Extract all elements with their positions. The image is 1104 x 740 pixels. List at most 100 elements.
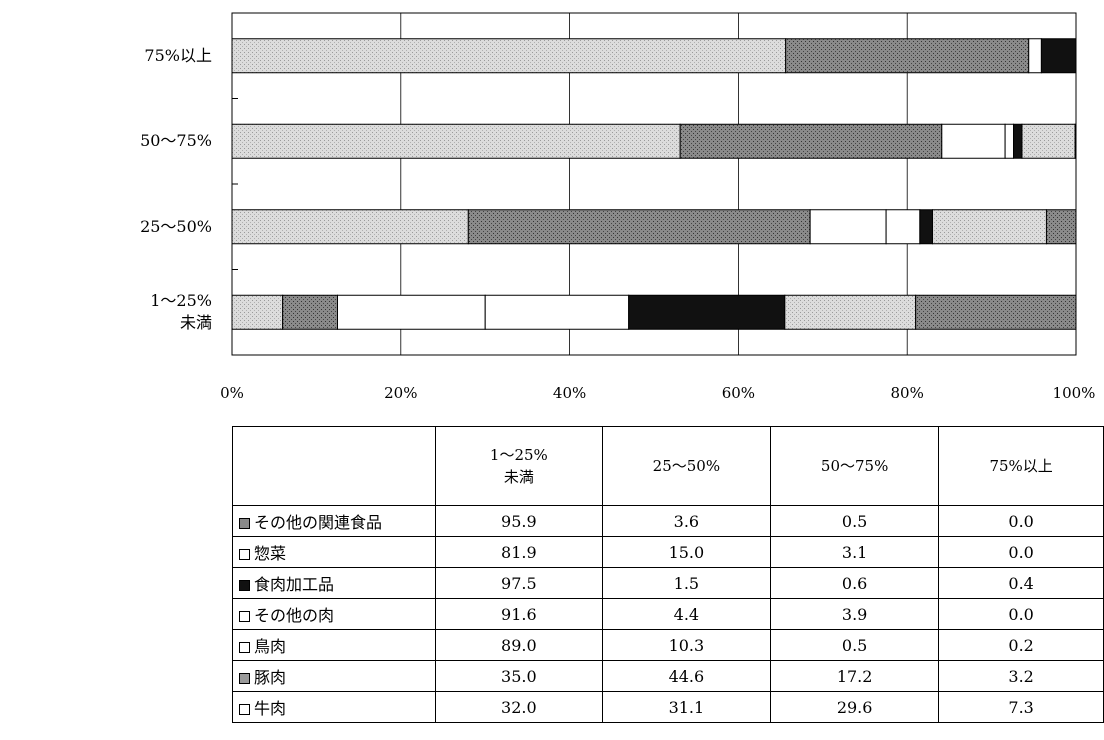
bar-segment: [785, 38, 1030, 74]
table-cell: 89.0: [434, 629, 603, 661]
table-cell: 95.9: [434, 505, 603, 537]
table-cell: 3.2: [938, 660, 1104, 692]
bar-segment: [809, 209, 887, 245]
bar-segment: [1040, 38, 1077, 74]
row-label-text: 豚肉: [254, 668, 287, 687]
category-label: 75%以上: [144, 45, 212, 65]
table-row-label: その他の肉: [232, 598, 436, 630]
row-label-text: 惣菜: [254, 544, 287, 563]
row-label-text: その他の関連食品: [254, 513, 383, 532]
bar-segment: [885, 209, 921, 245]
table-row-label: その他の関連食品: [232, 505, 436, 537]
legend-swatch: [239, 673, 250, 684]
table-row: 豚肉 35.0 44.6 17.2 3.2: [232, 660, 1104, 692]
table-col-header: 50～75%: [769, 426, 940, 506]
table-cell: 0.0: [938, 505, 1104, 537]
bar-segment: [941, 123, 1006, 159]
x-tick-label: 60%: [721, 384, 756, 402]
table-row-label: 豚肉: [232, 660, 436, 692]
table-cell: 0.0: [938, 598, 1104, 630]
bar-segment: [1013, 123, 1023, 159]
legend-swatch: [239, 704, 250, 715]
row-label-text: 牛肉: [254, 699, 287, 718]
x-tick-label: 0%: [220, 384, 244, 402]
table-row: 惣菜 81.9 15.0 3.1 0.0: [232, 536, 1104, 568]
table-cell: 3.1: [769, 536, 940, 568]
legend-swatch: [239, 642, 250, 653]
legend-swatch: [239, 580, 250, 591]
table-cell: 10.3: [601, 629, 772, 661]
bar-segment: [919, 209, 934, 245]
legend-swatch: [239, 518, 250, 529]
category-label: 50～75%: [140, 131, 212, 151]
table-cell: 97.5: [434, 567, 603, 599]
bar-segment: [1028, 38, 1042, 74]
table-cell: 35.0: [434, 660, 603, 692]
table-row: その他の肉 91.6 4.4 3.9 0.0: [232, 598, 1104, 630]
table-cell: 3.6: [601, 505, 772, 537]
x-tick-label: 80%: [890, 384, 924, 402]
bar-segment: [628, 294, 786, 330]
table-row: その他の関連食品 95.9 3.6 0.5 0.0: [232, 505, 1104, 537]
table-cell: 29.6: [769, 691, 940, 723]
table-cell: 15.0: [601, 536, 772, 568]
table-corner-cell: [232, 426, 436, 506]
bar-segment: [231, 209, 469, 245]
bar-segment: [679, 123, 943, 159]
table-cell: 3.9: [769, 598, 940, 630]
stacked-bar-chart: [231, 12, 1077, 356]
bar-segment: [484, 294, 630, 330]
table-cell: 81.9: [434, 536, 603, 568]
data-table: 1～25% 未満 25～50% 50～75% 75%以上 その他の関連食品 95.…: [232, 426, 1104, 723]
x-tick-label: 40%: [552, 384, 587, 402]
table-row: 食肉加工品 97.5 1.5 0.6 0.4: [232, 567, 1104, 599]
chart-bars: [231, 38, 1077, 330]
bar-segment: [231, 38, 787, 74]
bar-segment: [282, 294, 339, 330]
table-header-row: 1～25% 未満 25～50% 50～75% 75%以上: [232, 426, 1104, 506]
x-tick-label: 20%: [384, 384, 418, 402]
bar-segment: [915, 294, 1077, 330]
table-cell: 0.5: [769, 505, 940, 537]
row-label-text: 食肉加工品: [254, 575, 335, 594]
legend-swatch: [239, 549, 250, 560]
bar-segment: [1004, 123, 1015, 159]
table-cell: 17.2: [769, 660, 940, 692]
bar-segment: [932, 209, 1047, 245]
table-col-header: 25～50%: [601, 426, 772, 506]
table-row-label: 鳥肉: [232, 629, 436, 661]
category-label: 1～25% 未満: [150, 291, 212, 333]
table-cell: 0.6: [769, 567, 940, 599]
bar-segment: [1021, 123, 1076, 159]
table-row: 鳥肉 89.0 10.3 0.5 0.2: [232, 629, 1104, 661]
table-cell: 44.6: [601, 660, 772, 692]
bar-segment: [231, 294, 284, 330]
table-cell: 0.0: [938, 536, 1104, 568]
table-cell: 32.0: [434, 691, 603, 723]
table-cell: 1.5: [601, 567, 772, 599]
table-row-label: 牛肉: [232, 691, 436, 723]
bar-segment: [467, 209, 811, 245]
bar-segment: [231, 123, 681, 159]
table-row-label: 惣菜: [232, 536, 436, 568]
plot-area-border: [231, 12, 1077, 356]
table-cell: 31.1: [601, 691, 772, 723]
row-label-text: その他の肉: [254, 606, 335, 625]
table-row: 牛肉 32.0 31.1 29.6 7.3: [232, 691, 1104, 723]
legend-swatch: [239, 611, 250, 622]
table-cell: 0.5: [769, 629, 940, 661]
table-cell: 4.4: [601, 598, 772, 630]
x-tick-label: 100%: [1052, 384, 1096, 402]
category-label: 25～50%: [140, 216, 212, 236]
table-row-label: 食肉加工品: [232, 567, 436, 599]
table-cell: 0.2: [938, 629, 1104, 661]
bar-segment: [1045, 209, 1077, 245]
bar-segment: [337, 294, 486, 330]
table-cell: 0.4: [938, 567, 1104, 599]
table-col-header: 1～25% 未満: [434, 426, 603, 506]
row-label-text: 鳥肉: [254, 637, 287, 656]
table-cell: 91.6: [434, 598, 603, 630]
table-cell: 7.3: [938, 691, 1104, 723]
bar-segment: [784, 294, 917, 330]
table-col-header: 75%以上: [938, 426, 1104, 506]
